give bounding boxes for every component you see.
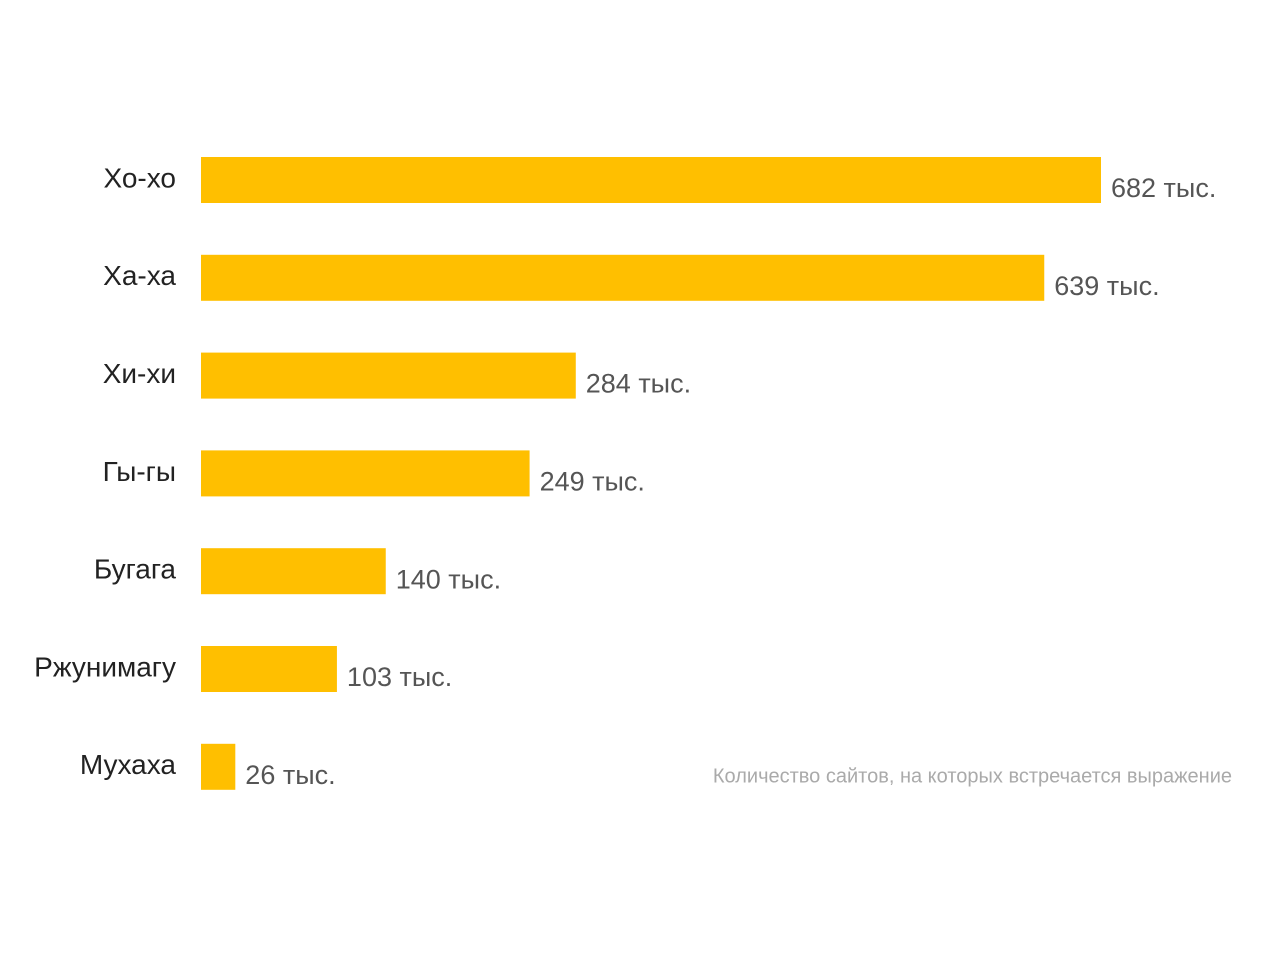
bar [201,352,576,399]
bar [201,254,1045,301]
category-label: Хо-хо [103,162,176,193]
bar [201,646,337,692]
category-label: Бугага [94,554,177,585]
category-label: Хи-хи [103,358,176,389]
category-label: Гы-гы [103,456,176,487]
value-label: 26 тыс. [245,760,335,790]
value-label: 639 тыс. [1054,271,1159,301]
bar [201,548,386,595]
value-label: 284 тыс. [586,369,691,399]
bar [201,157,1101,203]
value-label: 140 тыс. [396,564,501,594]
category-label: Ржунимагу [34,651,176,682]
value-label: 682 тыс. [1111,173,1216,203]
bar [201,743,236,790]
category-label: Ха-ха [103,260,176,291]
annotation: Количество сайтов, на которых встречаетс… [713,765,1232,787]
value-label: 249 тыс. [540,467,645,497]
category-label: Мухаха [80,749,177,780]
bar [201,450,530,497]
value-label: 103 тыс. [347,662,452,692]
